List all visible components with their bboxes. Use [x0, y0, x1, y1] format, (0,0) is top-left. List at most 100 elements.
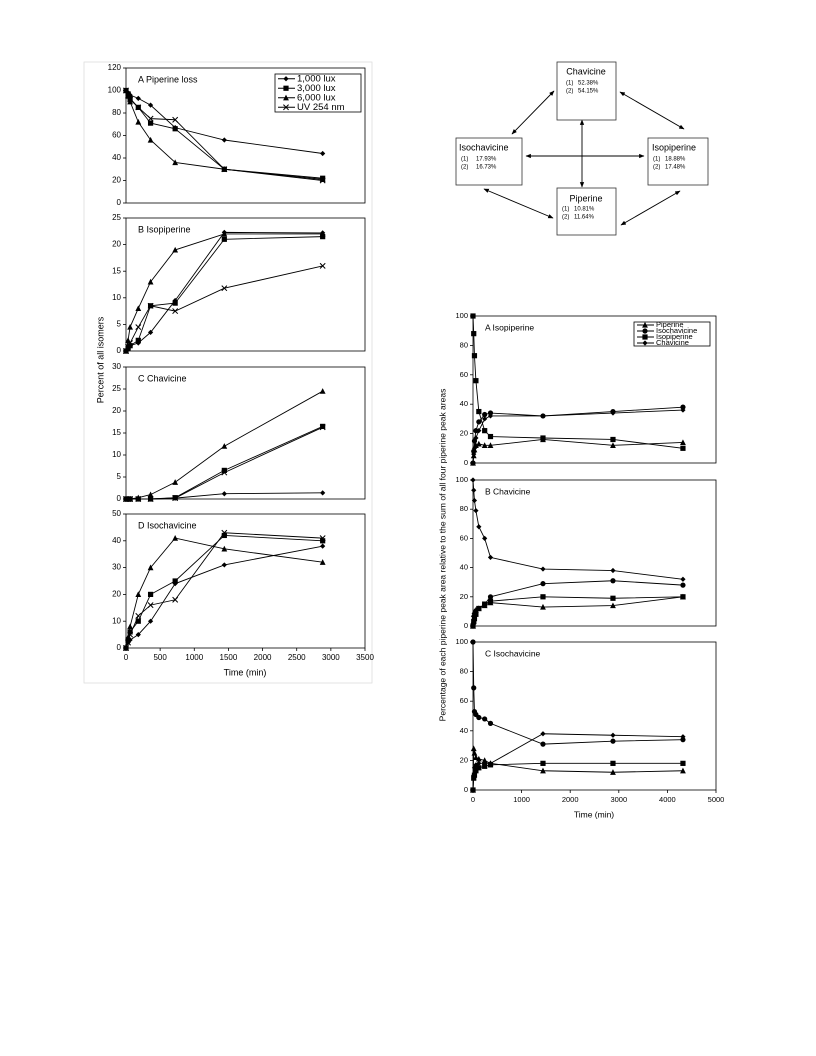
node-label: Isochavicine: [459, 142, 509, 152]
marker: [680, 576, 686, 582]
marker: [487, 598, 494, 604]
marker: [475, 440, 482, 447]
marker: [487, 720, 494, 727]
arrow: [620, 190, 681, 226]
node: Chavicine (1) 52.38% (2) 54.15%: [556, 61, 617, 121]
marker: [680, 445, 686, 451]
y-tick-label: 50: [112, 509, 121, 518]
x-tick-label: 1000: [513, 795, 530, 804]
marker: [540, 435, 546, 441]
marker: [540, 413, 546, 419]
series-line: [125, 236, 323, 352]
node-cell: 17.48%: [665, 165, 686, 171]
marker: [125, 343, 132, 350]
marker: [127, 340, 134, 346]
panel-title: A Isopiperine: [485, 322, 534, 332]
marker: [476, 605, 482, 612]
marker: [147, 618, 154, 624]
series-line: [472, 479, 684, 580]
marker: [147, 564, 154, 571]
y-tick-label: 0: [117, 494, 122, 503]
legend-label: 1,000 lux: [297, 73, 336, 84]
marker: [471, 616, 478, 622]
marker: [135, 618, 141, 624]
legend-marker: [642, 328, 648, 334]
marker: [470, 477, 476, 483]
y-tick-label: 40: [112, 153, 121, 162]
marker: [473, 768, 479, 774]
marker: [473, 762, 479, 768]
marker: [127, 629, 133, 635]
marker: [221, 137, 227, 143]
marker: [320, 423, 326, 429]
marker: [610, 410, 616, 416]
x-tick-label: 3000: [322, 653, 340, 662]
legend-marker: [283, 76, 289, 82]
y-tick-label: 80: [112, 108, 121, 117]
x-tick-label: 2000: [562, 795, 579, 804]
marker: [135, 324, 142, 331]
y-tick-label: 40: [460, 563, 468, 572]
marker: [127, 323, 133, 330]
marker: [680, 737, 686, 743]
y-tick-label: 20: [460, 429, 468, 438]
marker: [482, 416, 488, 422]
y-tick-label: 80: [460, 340, 468, 349]
panel-title: A Piperine loss: [138, 74, 198, 84]
marker: [172, 297, 178, 304]
marker: [172, 246, 179, 253]
marker: [471, 353, 478, 359]
y-tick-label: 10: [112, 616, 121, 625]
y-axis-label: Percentage of each piperine peak area re…: [437, 389, 447, 722]
node-cell: 16.73%: [476, 165, 497, 171]
series-line: [472, 409, 683, 464]
marker: [135, 118, 142, 125]
node-label: Isopiperine: [652, 142, 696, 152]
node-box: [556, 61, 617, 121]
marker: [610, 595, 616, 601]
marker: [135, 591, 142, 597]
node-cell: 10.81%: [574, 207, 595, 213]
y-tick-label: 20: [112, 590, 121, 599]
marker: [319, 262, 326, 269]
marker: [680, 594, 686, 600]
marker: [172, 159, 179, 166]
legend-label: Isopiperine: [656, 332, 693, 341]
series-line: [472, 315, 684, 449]
marker: [319, 535, 326, 542]
y-tick-label: 5: [117, 472, 122, 481]
legend-marker: [642, 340, 648, 346]
x-tick-label: 3500: [356, 653, 374, 662]
marker: [319, 177, 326, 184]
marker: [473, 428, 479, 434]
marker: [610, 578, 616, 584]
marker: [147, 329, 154, 335]
marker: [487, 554, 494, 560]
figure-frame: [83, 61, 373, 684]
x-tick-label: 4000: [659, 795, 676, 804]
node-cell: (1): [562, 207, 569, 213]
marker: [471, 451, 477, 457]
y-tick-label: 100: [455, 475, 468, 484]
marker: [610, 769, 616, 775]
marker: [540, 566, 546, 572]
series-line: [472, 762, 683, 791]
y-tick-label: 20: [112, 176, 121, 185]
marker: [135, 95, 141, 101]
marker: [221, 230, 228, 237]
marker: [610, 602, 616, 609]
marker: [487, 442, 494, 448]
marker: [476, 760, 482, 766]
marker: [125, 92, 132, 98]
marker: [540, 741, 546, 747]
y-tick-label: 40: [112, 536, 121, 545]
marker: [680, 760, 686, 766]
node-cell: 17.93%: [476, 157, 497, 163]
legend-marker: [642, 334, 648, 340]
marker: [127, 96, 134, 103]
marker: [172, 578, 178, 584]
y-tick-label: 25: [112, 384, 121, 393]
marker: [123, 348, 129, 354]
node-box: [455, 137, 523, 186]
